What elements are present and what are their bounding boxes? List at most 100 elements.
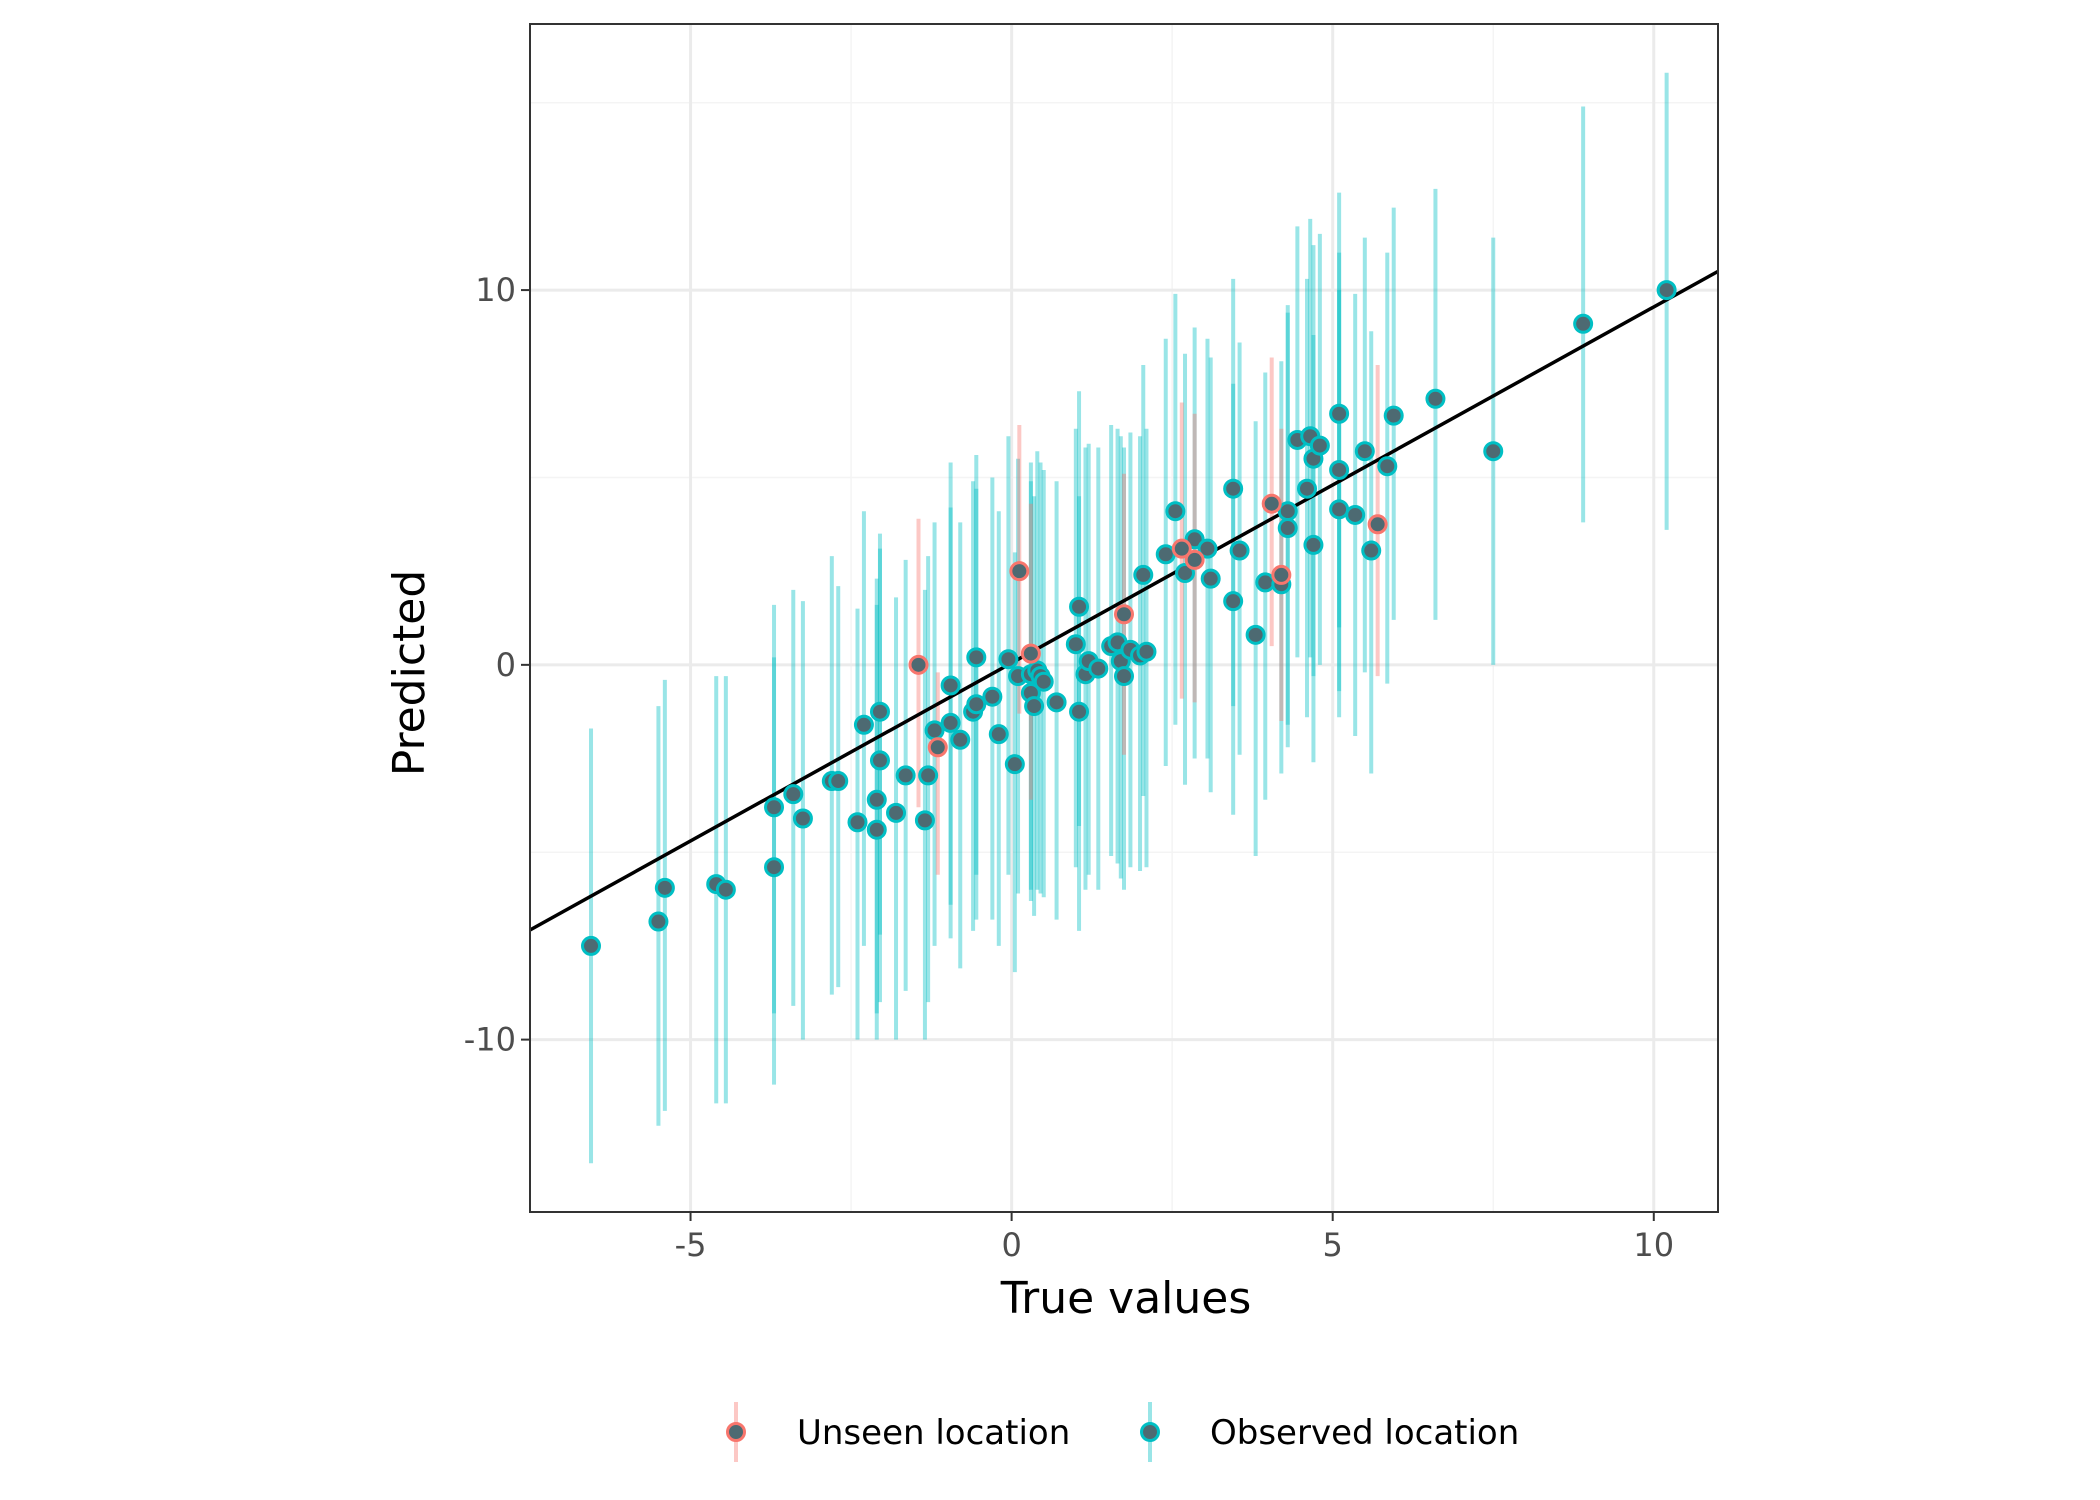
point-observed (866, 789, 887, 810)
point-observed (1277, 501, 1298, 522)
point-observed (1024, 696, 1045, 717)
point-observed (966, 694, 987, 715)
point-observed (1329, 403, 1350, 424)
point-observed (648, 911, 669, 932)
point-observed (1033, 671, 1054, 692)
x-tick-label: -5 (675, 1226, 707, 1264)
point-observed (1223, 478, 1244, 499)
point-observed (940, 712, 961, 733)
point-observed (1114, 666, 1134, 687)
point-observed (715, 879, 736, 900)
y-tick-label: -10 (464, 1021, 516, 1059)
point-observed (1354, 441, 1375, 462)
point-observed (1069, 701, 1090, 722)
x-axis-label: True values (1000, 1273, 1252, 1324)
point-unseen (1114, 604, 1134, 625)
point-unseen (1171, 538, 1192, 559)
point-observed (1329, 499, 1350, 520)
point-observed (654, 877, 675, 898)
point-observed (1483, 441, 1504, 462)
point-observed (1425, 388, 1446, 409)
panel-frame (529, 23, 1719, 1213)
point-observed (1329, 459, 1350, 480)
point-observed (1277, 518, 1298, 539)
point-unseen (1367, 514, 1388, 535)
point-observed (783, 784, 804, 805)
point-observed (1573, 313, 1594, 334)
point-observed (869, 701, 890, 722)
point-unseen (1261, 493, 1282, 514)
point-observed (950, 729, 971, 750)
point-observed (1184, 529, 1205, 550)
point-observed (869, 750, 890, 771)
point-observed (764, 857, 785, 878)
point-observed (764, 797, 785, 818)
point-observed (1361, 540, 1382, 561)
point-observed (1200, 568, 1221, 589)
point-observed (1229, 540, 1250, 561)
point-observed (581, 935, 602, 956)
legend-label-unseen: Unseen location (797, 1413, 1070, 1453)
point-observed (982, 686, 1003, 707)
point-observed (988, 724, 1009, 745)
point-unseen (908, 654, 929, 675)
point-unseen (1271, 564, 1292, 585)
point-observed (1155, 544, 1176, 565)
legend: Unseen location Observed location (726, 1402, 1519, 1462)
point-observed (1345, 504, 1366, 525)
point-observed (1165, 501, 1186, 522)
point-observed (1223, 591, 1244, 612)
point-observed (792, 808, 813, 829)
fit-line-layer (529, 269, 1719, 932)
point-observed (1255, 572, 1276, 593)
legend-unseen-point (726, 1422, 746, 1442)
point-observed (886, 802, 907, 823)
point-observed (1303, 534, 1324, 555)
point-observed (1088, 658, 1109, 679)
x-tick-label: 0 (1001, 1226, 1021, 1264)
point-observed (1065, 634, 1086, 655)
point-observed (1656, 280, 1677, 301)
y-axis-label: Predicted (384, 570, 435, 777)
point-observed (1377, 456, 1398, 477)
panel-border (529, 23, 1719, 1213)
point-observed (847, 812, 868, 833)
point-observed (1069, 596, 1090, 617)
legend-key-observed (1140, 1402, 1160, 1462)
point-observed (1136, 641, 1157, 662)
point-observed (1004, 754, 1025, 775)
point-unseen (1020, 643, 1041, 664)
point-observed (1133, 564, 1154, 585)
point-observed (940, 675, 961, 696)
point-observed (1245, 624, 1266, 645)
point-observed (914, 810, 935, 831)
point-observed (895, 765, 916, 786)
x-tick-label: 5 (1323, 1226, 1343, 1264)
point-observed (918, 765, 939, 786)
legend-label-observed: Observed location (1210, 1413, 1519, 1453)
major-gridlines (530, 24, 1718, 1212)
point-observed (853, 714, 874, 735)
point-observed (998, 649, 1019, 670)
legend-observed-point (1140, 1422, 1160, 1442)
fit-line (529, 269, 1719, 932)
point-observed (1197, 538, 1218, 559)
axis-ticks: -5 0 5 10 -10 0 10 (464, 271, 1674, 1264)
point-unseen (1184, 549, 1205, 570)
point-observed (1383, 405, 1404, 426)
x-tick-label: 10 (1633, 1226, 1674, 1264)
legend-key-unseen (726, 1402, 746, 1462)
y-tick-label: 0 (496, 646, 516, 684)
point-observed (828, 771, 849, 792)
point-observed (1297, 478, 1318, 499)
point-observed (924, 720, 945, 741)
data-points (581, 280, 1677, 956)
point-observed (966, 647, 987, 668)
point-observed (866, 819, 887, 840)
point-observed (1046, 692, 1067, 713)
point-unseen (1009, 561, 1030, 582)
point-observed (1309, 435, 1330, 456)
y-tick-label: 10 (475, 271, 516, 309)
point-observed (1175, 563, 1196, 584)
